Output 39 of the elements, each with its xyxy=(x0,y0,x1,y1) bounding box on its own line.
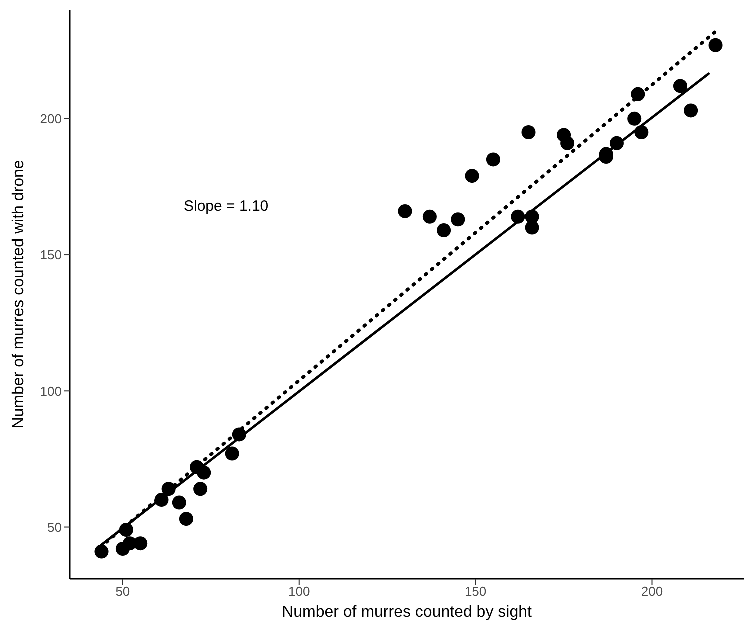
y-tick-label: 100 xyxy=(40,384,62,399)
y-tick-label: 150 xyxy=(40,248,62,263)
point xyxy=(197,466,212,480)
point xyxy=(134,536,148,551)
y-tick-label: 50 xyxy=(48,520,62,535)
point xyxy=(451,212,466,227)
point xyxy=(225,446,240,461)
x-tick-label: 200 xyxy=(641,584,664,600)
point xyxy=(631,87,646,102)
x-tick-label: 50 xyxy=(116,584,130,600)
point xyxy=(610,136,624,150)
x-tick-label: 100 xyxy=(288,584,310,600)
point xyxy=(94,544,109,559)
point xyxy=(673,79,688,94)
point xyxy=(486,152,500,167)
point xyxy=(232,428,246,442)
point xyxy=(179,512,194,526)
point xyxy=(522,126,536,140)
point xyxy=(119,522,134,537)
point xyxy=(422,210,437,224)
point xyxy=(162,482,176,496)
point xyxy=(172,496,186,510)
point xyxy=(560,136,575,150)
point xyxy=(154,493,169,508)
point xyxy=(398,204,412,218)
x-axis-title: Number of murres counted by sight xyxy=(282,604,532,621)
y-tick-label: 200 xyxy=(40,112,62,127)
point xyxy=(194,482,208,496)
point xyxy=(465,169,480,184)
point xyxy=(708,38,723,52)
annotation: Slope = 1.10 xyxy=(184,198,269,215)
point xyxy=(684,104,698,118)
point xyxy=(511,210,526,224)
x-tick-label: 150 xyxy=(464,584,487,600)
point xyxy=(437,224,452,238)
point xyxy=(525,220,540,235)
y-axis-title: Number of murres counted with drone xyxy=(10,160,28,429)
point xyxy=(628,112,642,126)
point xyxy=(634,126,649,140)
